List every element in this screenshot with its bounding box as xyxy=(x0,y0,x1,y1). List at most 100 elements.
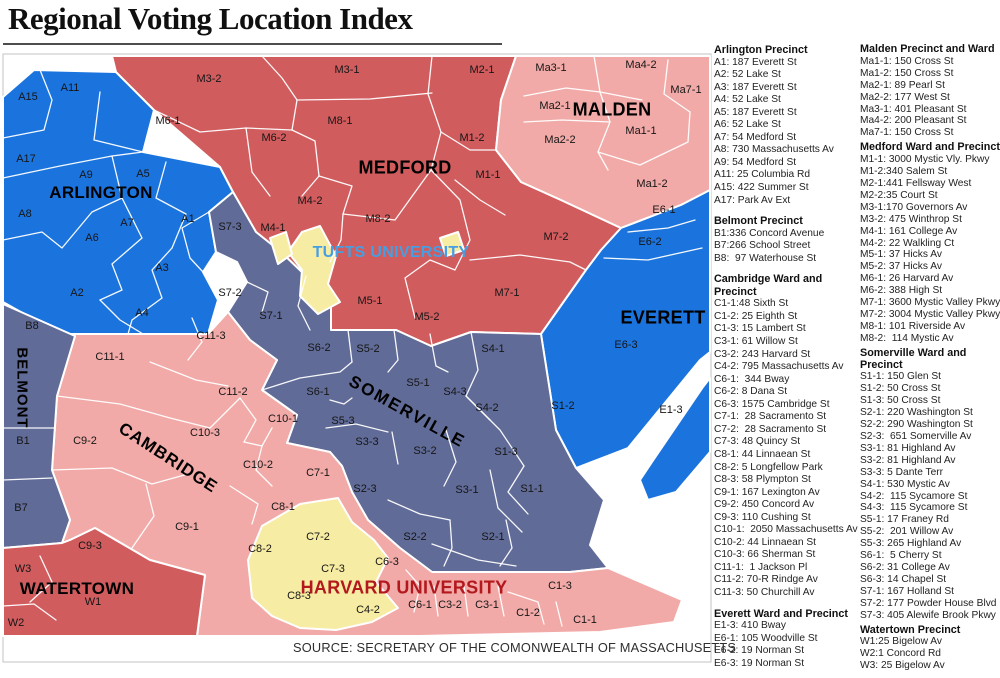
precinct-label: S7-3 xyxy=(218,221,242,233)
precinct-label: E1-3 xyxy=(659,404,683,416)
precinct-label: S1-1 xyxy=(520,483,544,495)
city-label: HARVARD UNIVERSITY xyxy=(300,577,508,598)
precinct-boundaries xyxy=(2,55,703,627)
legend-item: Ma7-1: 150 Cross St xyxy=(860,127,954,139)
precinct-label: S2-3 xyxy=(353,483,377,495)
legend-item: S5-2: 201 Willow Av xyxy=(860,526,954,538)
legend-item: C1-3: 15 Lambert St xyxy=(714,323,806,335)
precinct-label: B8 xyxy=(25,320,39,332)
legend-item: Ma3-1: 401 Pleasant St xyxy=(860,103,967,115)
legend-item: C1-2: 25 Eighth St xyxy=(714,310,798,322)
legend-item: S3-2: 81 Highland Av xyxy=(860,454,956,466)
legend-item: W2:1 Concord Rd xyxy=(860,648,941,660)
precinct-label: A8 xyxy=(18,208,32,220)
legend-item: M2-2:35 Court St xyxy=(860,189,938,201)
precinct-label: C8-1 xyxy=(271,501,295,513)
legend-item: C6-1: 344 Bway xyxy=(714,373,790,385)
legend-item: S2-1: 220 Washington St xyxy=(860,407,973,419)
legend-item: M3-2: 475 Winthrop St xyxy=(860,213,962,225)
legend-section-header: Malden Precinct and Ward xyxy=(860,43,995,55)
precinct-label: M8-2 xyxy=(365,213,391,225)
precinct-label: C1-3 xyxy=(548,580,572,592)
precinct-label: M5-2 xyxy=(414,311,440,323)
legend-item: C6-3: 1575 Cambridge St xyxy=(714,398,830,410)
legend-section-header: Arlington Precinct xyxy=(714,44,808,56)
precinct-label: A6 xyxy=(85,232,99,244)
precinct-label: C10-2 xyxy=(243,459,273,471)
legend-item: A9: 54 Medford St xyxy=(714,156,797,168)
precinct-label: A7 xyxy=(120,217,134,229)
precinct-label: A17 xyxy=(16,153,36,165)
legend-item: M3-1:170 Governors Av xyxy=(860,201,968,213)
precinct-label: Ma1-2 xyxy=(636,178,668,190)
legend-item: Ma1-2: 150 Cross St xyxy=(860,67,954,79)
precinct-label: W3 xyxy=(14,563,32,575)
legend-section-header: Cambridge Ward and Precinct xyxy=(714,273,823,298)
city-label: TUFTS UNIVERSITY xyxy=(312,244,470,261)
precinct-label: C8-2 xyxy=(248,543,272,555)
legend-column-2: Malden Precinct and Ward Ma1-1: 150 Cross… xyxy=(860,43,1000,675)
precinct-label: C11-3 xyxy=(196,330,226,342)
legend-item: M7-2: 3004 Mystic Valley Pkwy xyxy=(860,308,1000,320)
precinct-label: A1 xyxy=(181,213,195,225)
precinct-label: S5-1 xyxy=(406,377,430,389)
precinct-label: S7-1 xyxy=(259,310,283,322)
legend-item: A7: 54 Medford St xyxy=(714,131,797,143)
precinct-label: M7-2 xyxy=(543,231,569,243)
legend-item: M5-1: 37 Hicks Av xyxy=(860,249,942,261)
precinct-label: Ma7-1 xyxy=(670,84,702,96)
legend-item: S7-1: 167 Holland St xyxy=(860,585,955,597)
legend-item: A17: Park Av Ext xyxy=(714,194,791,206)
precinct-label: C7-1 xyxy=(306,467,330,479)
precinct-label: Ma2-1 xyxy=(539,100,571,112)
legend-column-1: Arlington Precinct A1: 187 Everett St A2: … xyxy=(714,44,861,678)
legend-item: S5-1: 17 Franey Rd xyxy=(860,514,949,526)
precinct-label: A9 xyxy=(79,169,93,181)
precinct-label: S7-2 xyxy=(218,287,242,299)
precinct-label: S3-3 xyxy=(355,436,379,448)
legend-item: C1-1:48 Sixth St xyxy=(714,298,789,310)
legend-item: C4-2: 795 Massachusetts Av xyxy=(714,361,844,373)
city-label: EVERETT xyxy=(620,307,706,328)
precinct-label: C3-1 xyxy=(475,599,499,611)
legend-item: E6-2: 19 Norman St xyxy=(714,645,805,657)
precinct-label: C6-3 xyxy=(375,556,399,568)
legend-item: S5-3: 265 Highland Av xyxy=(860,538,962,550)
legend-item: S7-2: 177 Powder House Blvd xyxy=(860,597,997,609)
precinct-label: M3-1 xyxy=(334,64,360,76)
legend-item: A11: 25 Columbia Rd xyxy=(714,169,811,181)
precinct-label: C1-1 xyxy=(573,614,597,626)
precinct-label: S5-3 xyxy=(331,415,355,427)
legend-section: Medford Ward and Precinct M1-1: 3000 Myst… xyxy=(860,141,1000,344)
source-credit: SOURCE: SECRETARY OF THE COMONWEALTH OF … xyxy=(293,640,737,655)
title-underline xyxy=(3,43,502,45)
legend-item: M7-1: 3600 Mystic Valley Pkwy xyxy=(860,297,1000,309)
legend-item: C8-3: 58 Plympton St xyxy=(714,474,811,486)
legend-section: Arlington Precinct A1: 187 Everett St A2: … xyxy=(714,44,861,207)
precinct-label: M3-2 xyxy=(196,73,222,85)
precinct-label: A11 xyxy=(60,82,80,94)
city-label: WATERTOWN xyxy=(19,579,135,598)
city-label: ARLINGTON xyxy=(49,183,153,202)
precinct-label: C9-2 xyxy=(73,435,97,447)
region-everett-e1-3 xyxy=(639,377,711,501)
precinct-label: W2 xyxy=(7,617,25,629)
precinct-label: B1 xyxy=(16,435,30,447)
legend-section-header: Somerville Ward and Precinct xyxy=(860,346,967,371)
precinct-label: A15 xyxy=(18,91,38,103)
legend-item: S6-2: 31 College Av xyxy=(860,561,950,573)
legend-item: S2-2: 290 Washington St xyxy=(860,419,973,431)
legend-item: C7-3: 48 Quincy St xyxy=(714,436,801,448)
legend-section-header: Medford Ward and Precinct xyxy=(860,141,1000,154)
legend-item: W1:25 Bigelow Av xyxy=(860,636,942,648)
legend-section-header: Watertown Precinct xyxy=(860,623,961,636)
legend-section-header: Everett Ward and Precinct xyxy=(714,607,849,620)
precinct-label: C10-3 xyxy=(190,427,220,439)
legend-item: M2-1:441 Fellsway West xyxy=(860,177,972,189)
precinct-label: M6-1 xyxy=(155,115,181,127)
legend-item: W3: 25 Bigelow Av xyxy=(860,660,945,672)
precinct-label: C8-3 xyxy=(287,590,311,602)
legend-item: A6: 52 Lake St xyxy=(714,119,781,131)
page-title: Regional Voting Location Index xyxy=(8,1,413,36)
legend-item: A8: 730 Massachusetts Av xyxy=(714,144,834,156)
